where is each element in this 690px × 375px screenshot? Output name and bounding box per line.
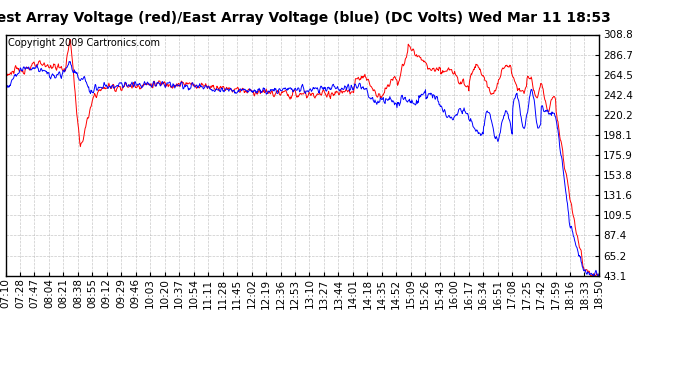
Text: West Array Voltage (red)/East Array Voltage (blue) (DC Volts) Wed Mar 11 18:53: West Array Voltage (red)/East Array Volt… [0,11,611,25]
Text: Copyright 2009 Cartronics.com: Copyright 2009 Cartronics.com [8,38,161,48]
